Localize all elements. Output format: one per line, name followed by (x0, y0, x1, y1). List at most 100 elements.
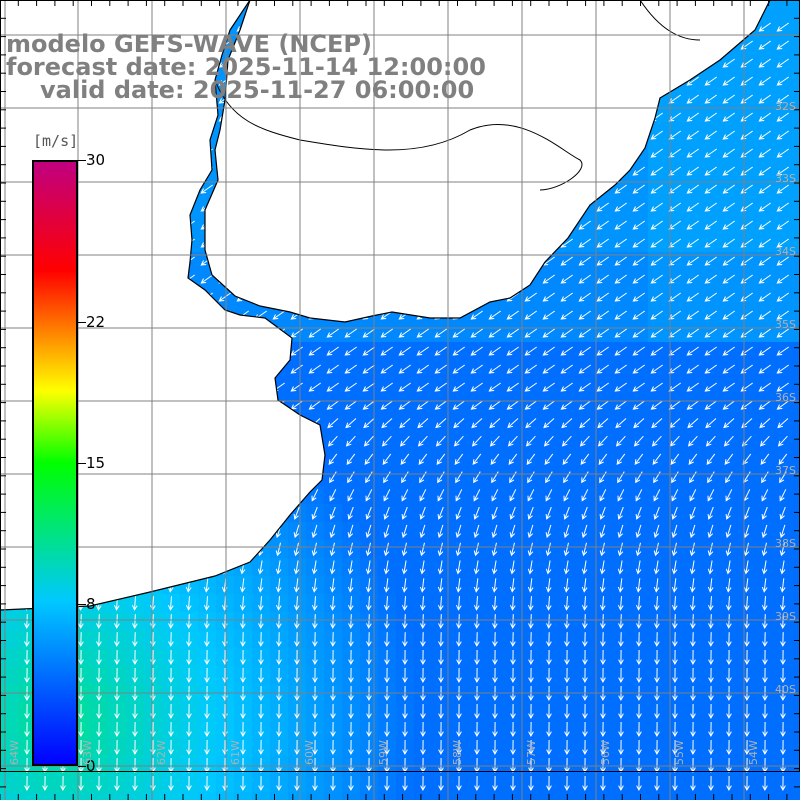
wind-arrow (383, 578, 390, 593)
wind-arrow (560, 364, 573, 374)
wind-arrow (506, 328, 519, 338)
wind-arrow (398, 382, 411, 392)
wind-arrow (509, 560, 516, 575)
wind-arrow (438, 703, 444, 720)
latitude-label: 35S (775, 318, 796, 331)
wind-arrow (704, 76, 717, 86)
wind-arrow (596, 346, 609, 356)
wind-arrow (560, 328, 573, 338)
wind-arrow (150, 739, 156, 756)
wind-arrow (560, 400, 573, 410)
wind-arrow (347, 578, 354, 593)
wind-arrow (668, 130, 681, 140)
wind-arrow (185, 596, 192, 611)
wind-arrow (60, 775, 66, 792)
wind-arrow (492, 739, 498, 756)
wind-arrow (689, 524, 696, 539)
wind-arrow (509, 489, 517, 502)
wind-arrow (707, 542, 714, 557)
wind-arrow (596, 292, 609, 302)
wind-arrow (330, 649, 336, 666)
border-line (214, 79, 583, 191)
wind-arrow (293, 542, 300, 557)
wind-arrow (510, 667, 516, 684)
wind-arrow (419, 542, 426, 557)
wind-arrow (740, 238, 753, 248)
wind-arrow (600, 632, 606, 647)
wind-arrow (654, 775, 660, 792)
wind-arrow (705, 435, 716, 447)
wind-arrow (722, 94, 735, 104)
wind-arrow (560, 292, 573, 302)
wind-arrow (740, 292, 753, 302)
wind-arrow (186, 739, 192, 756)
wind-arrow (723, 435, 734, 447)
wind-arrow (472, 453, 482, 465)
wind-arrow (399, 435, 410, 447)
wind-arrow (383, 542, 390, 557)
wind-arrow (290, 364, 303, 374)
wind-arrow (132, 649, 138, 666)
wind-arrow (420, 614, 426, 629)
wind-arrow (363, 418, 375, 429)
wind-arrow (312, 649, 318, 666)
colorbar-tick-mark (78, 160, 86, 161)
wind-arrow (722, 202, 735, 212)
wind-arrow (578, 220, 591, 230)
wind-arrow (348, 649, 354, 666)
wind-arrow (725, 578, 732, 593)
wind-arrow (416, 382, 429, 392)
wind-arrow (614, 202, 627, 212)
wind-arrow (492, 775, 498, 792)
wind-arrow (686, 220, 699, 230)
wind-arrow (776, 112, 789, 122)
wind-arrow (546, 739, 552, 756)
wind-arrow (507, 418, 519, 429)
wind-arrow (240, 703, 246, 720)
wind-arrow (311, 560, 318, 575)
wind-arrow (578, 382, 591, 392)
wind-arrow (759, 435, 770, 447)
wind-arrow (114, 721, 120, 738)
wind-arrow (740, 310, 753, 320)
wind-arrow (686, 382, 699, 392)
wind-arrow (545, 596, 552, 611)
wind-arrow (776, 364, 789, 374)
wind-arrow (599, 596, 606, 611)
wind-arrow (596, 328, 609, 338)
wind-arrow (528, 721, 534, 738)
wind-arrow (650, 364, 663, 374)
wind-arrow (758, 382, 771, 392)
wind-arrow (635, 471, 643, 484)
wind-arrow (650, 256, 663, 266)
wind-arrow (740, 40, 753, 50)
wind-arrow (780, 667, 786, 684)
wind-arrow (776, 76, 789, 86)
wind-arrow (293, 560, 300, 575)
wind-arrow (632, 184, 645, 194)
wind-arrow (743, 596, 750, 611)
wind-arrow (276, 614, 282, 629)
wind-arrow (330, 721, 336, 738)
wind-arrow (707, 560, 714, 575)
wind-arrow (560, 382, 573, 392)
wind-arrow (704, 256, 717, 266)
wind-arrow (488, 310, 501, 320)
wind-arrow (740, 58, 753, 68)
wind-arrow (707, 506, 714, 520)
wind-arrow (526, 453, 536, 465)
wind-arrow (708, 721, 714, 738)
wind-arrow (758, 238, 771, 248)
wind-arrow (635, 524, 642, 539)
wind-arrow (456, 632, 462, 647)
wind-arrow (380, 328, 393, 338)
wind-arrow (383, 596, 390, 611)
title-model: modelo GEFS-WAVE (NCEP) (6, 30, 372, 58)
wind-arrow (96, 721, 102, 738)
wind-arrow (650, 148, 663, 158)
wind-arrow (200, 274, 213, 284)
wind-arrow (779, 524, 786, 539)
wind-arrow (560, 346, 573, 356)
wind-arrow (329, 524, 336, 539)
